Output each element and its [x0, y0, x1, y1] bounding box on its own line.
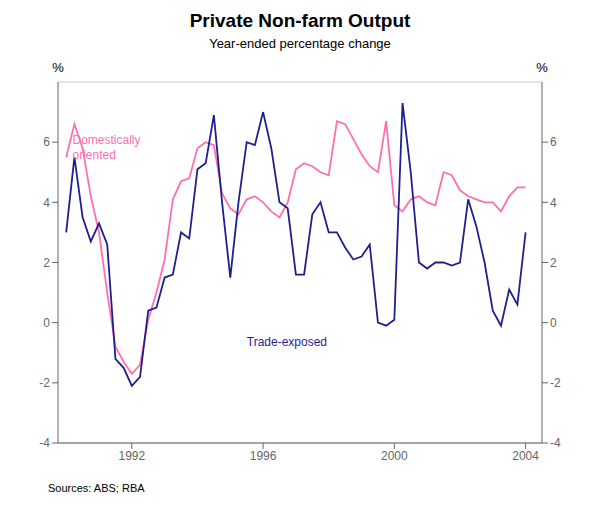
svg-text:-4: -4: [39, 436, 50, 450]
html-text:Year-ended percentage change: Year-ended percentage change: [209, 36, 391, 51]
svg-text:0: 0: [550, 316, 557, 330]
html-text:Trade-exposed: Trade-exposed: [246, 334, 327, 349]
svg-text:4: 4: [550, 196, 557, 210]
svg-text:-4: -4: [550, 436, 561, 450]
svg-text:1996: 1996: [250, 449, 277, 463]
html-text:Private Non-farm Output: Private Non-farm Output: [189, 10, 411, 31]
html-text:Sources: ABS; RBA: Sources: ABS; RBA: [48, 482, 145, 494]
svg-text:2004: 2004: [512, 449, 539, 463]
svg-text:6: 6: [43, 135, 50, 149]
svg-text:4: 4: [43, 196, 50, 210]
svg-text:0: 0: [43, 316, 50, 330]
svg-text:1992: 1992: [118, 449, 145, 463]
html-text:Domestically oriented: Domestically oriented: [72, 132, 141, 162]
svg-text:-2: -2: [550, 376, 561, 390]
svg-text:2000: 2000: [381, 449, 408, 463]
svg-text:-2: -2: [39, 376, 50, 390]
svg-text:2: 2: [550, 256, 557, 270]
svg-text:2: 2: [43, 256, 50, 270]
svg-text:6: 6: [550, 135, 557, 149]
